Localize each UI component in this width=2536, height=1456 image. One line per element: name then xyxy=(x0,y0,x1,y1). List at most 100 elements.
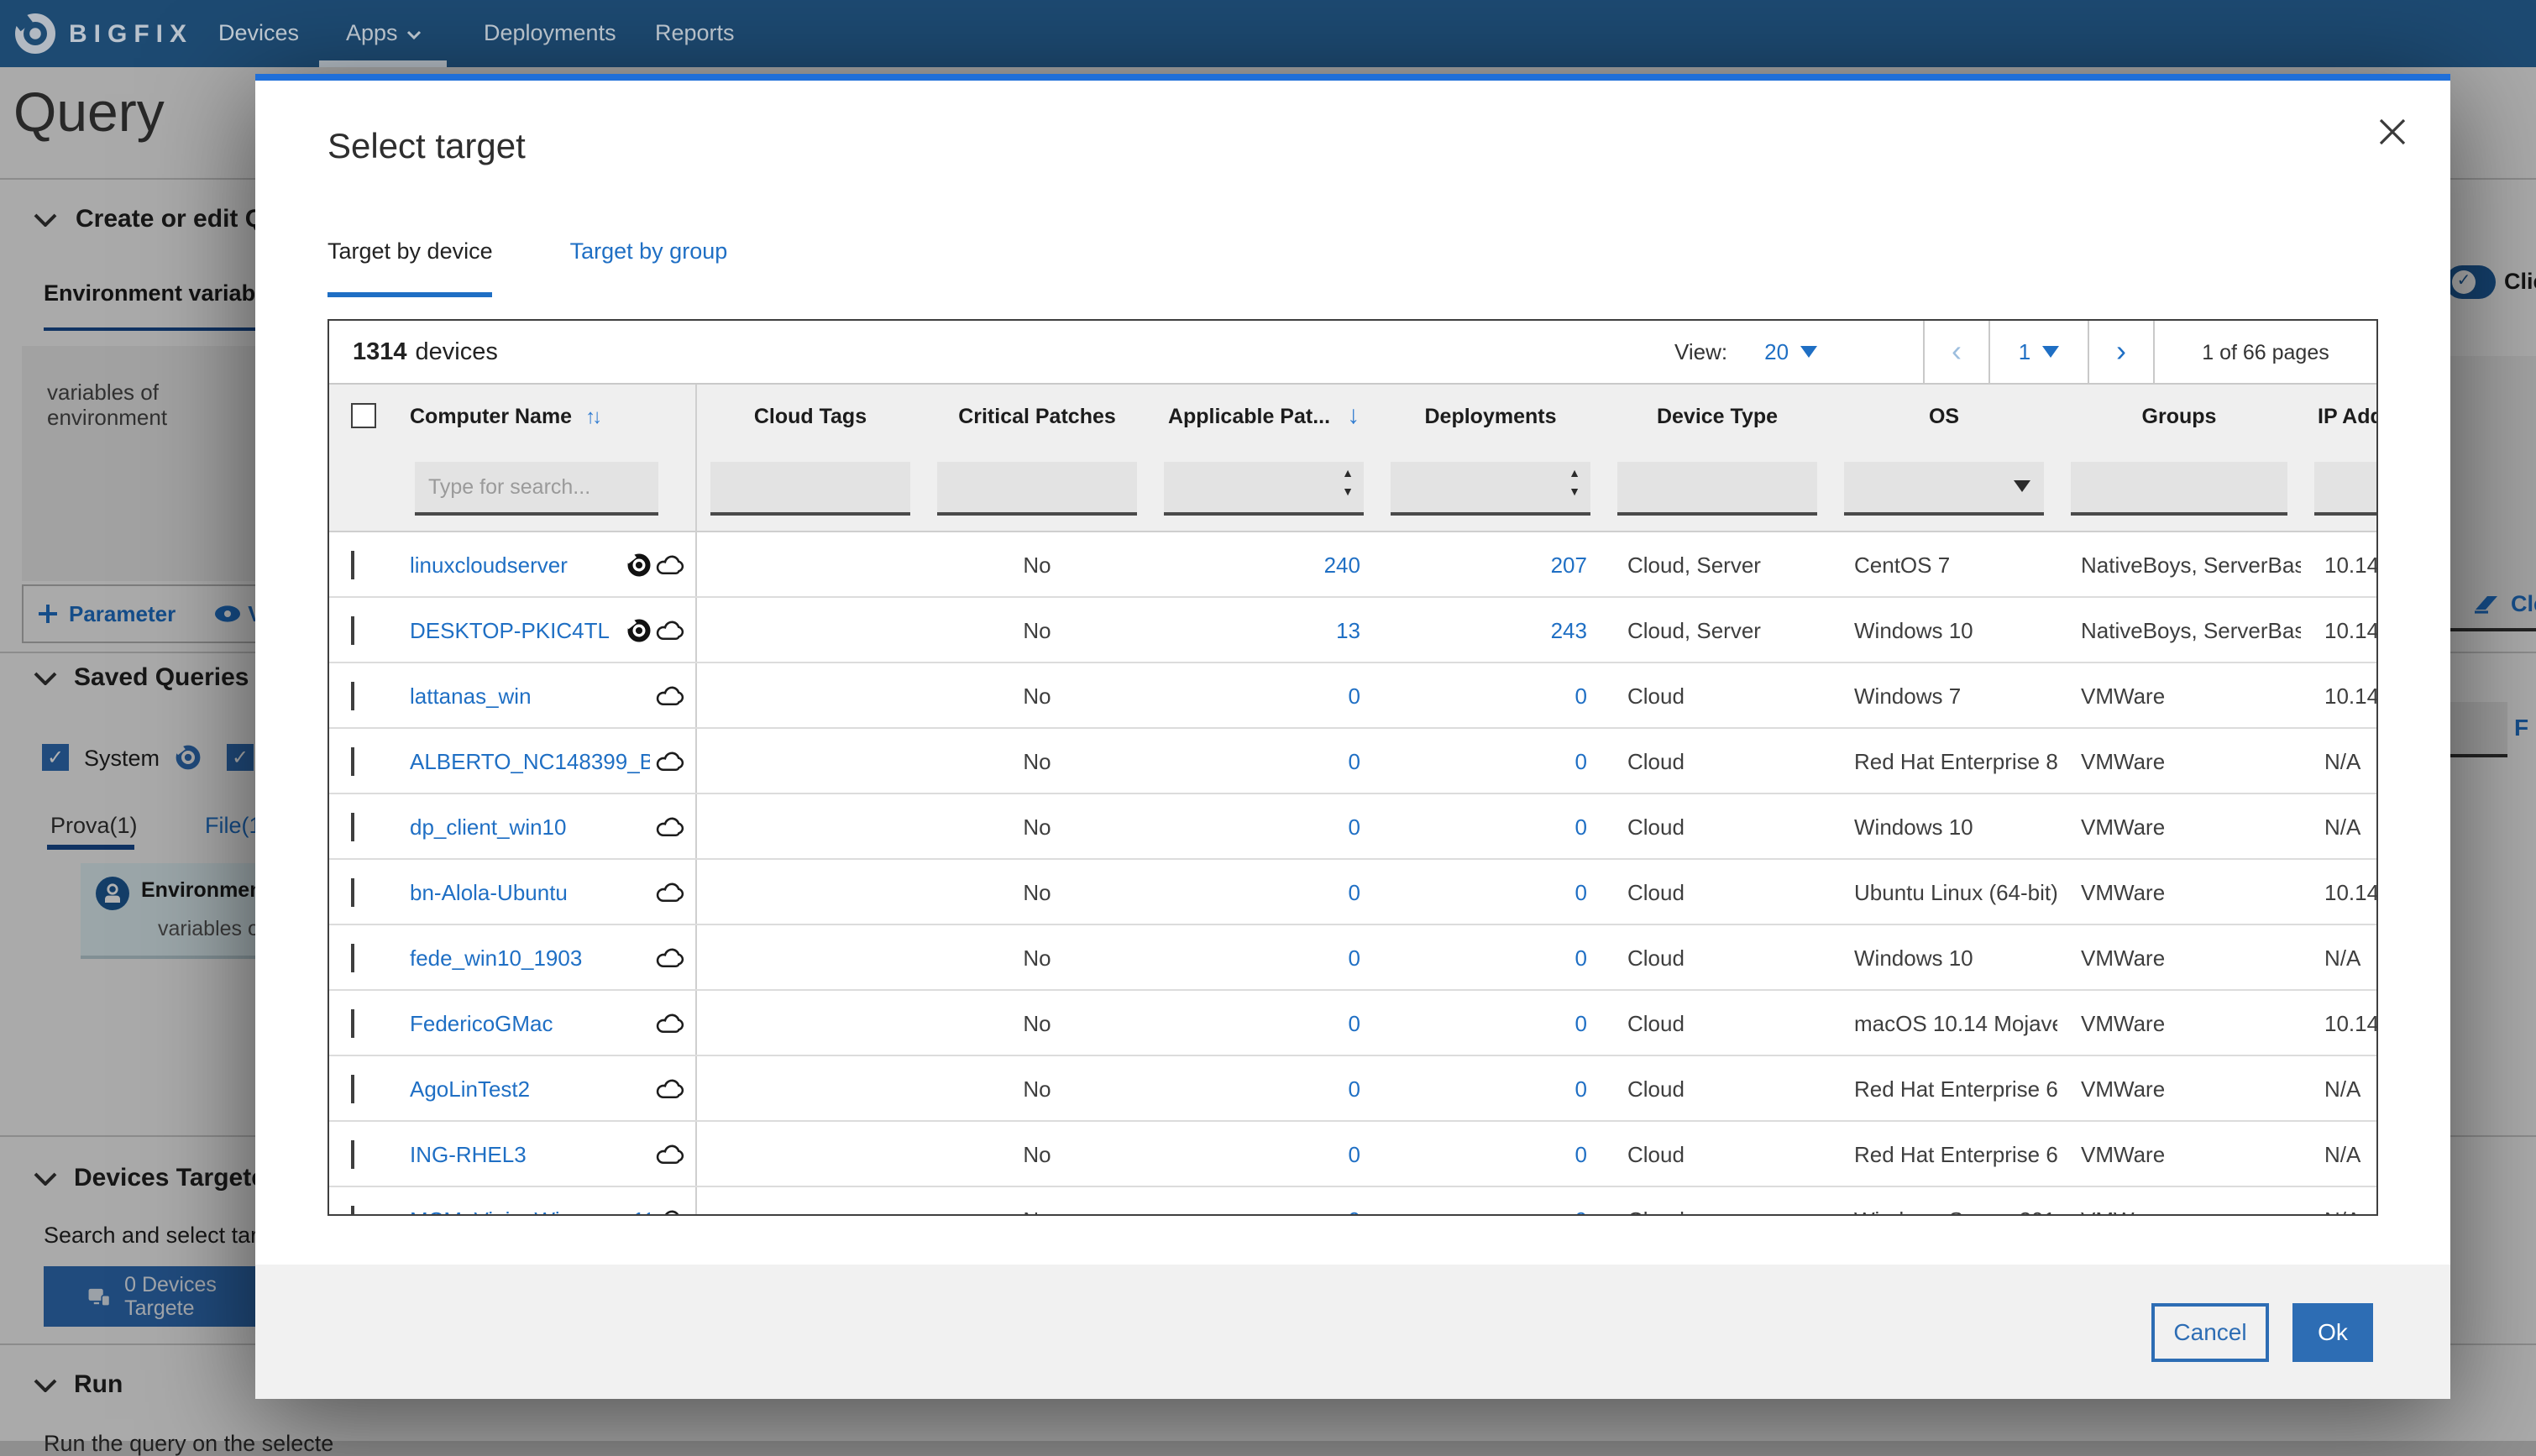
stepper-down-icon[interactable]: ▼ xyxy=(1569,487,1580,499)
table-row[interactable]: ALBERTO_NC148399_B... No 0 0 Cloud Red H… xyxy=(329,729,2376,794)
applicable-patches-link[interactable]: 240 xyxy=(1323,552,1360,577)
applicable-patches-link[interactable]: 0 xyxy=(1348,748,1360,773)
devices-targeted-button[interactable]: 0 Devices Targete xyxy=(44,1266,255,1327)
table-row[interactable]: bn-Alola-Ubuntu No 0 0 Cloud Ubuntu Linu… xyxy=(329,860,2376,925)
devices-targeted-section-header[interactable]: Devices Targeted xyxy=(34,1164,280,1192)
system-checkbox[interactable]: ✓ xyxy=(42,744,69,771)
saved-query-card[interactable]: Environment va variables of env xyxy=(81,863,305,959)
second-filter-checkbox[interactable]: ✓ xyxy=(227,744,254,771)
device-name-link[interactable]: DESKTOP-PKIC4TL xyxy=(410,617,610,642)
cancel-button[interactable]: Cancel xyxy=(2151,1302,2269,1361)
row-checkbox[interactable] xyxy=(351,681,354,710)
client-toggle[interactable]: ✓ xyxy=(2445,265,2496,299)
table-row[interactable]: fede_win10_1903 No 0 0 Cloud Windows 10 … xyxy=(329,925,2376,991)
applicable-patches-link[interactable]: 0 xyxy=(1348,1076,1360,1101)
table-row[interactable]: DESKTOP-PKIC4TL No 13 243 Cloud, Server … xyxy=(329,598,2376,663)
right-search-input[interactable] xyxy=(2450,702,2507,757)
tab-target-by-device[interactable]: Target by device xyxy=(327,238,493,297)
col-deployments[interactable]: Deployments xyxy=(1424,404,1557,427)
stepper-up-icon[interactable]: ▲ xyxy=(1569,469,1580,480)
row-checkbox[interactable] xyxy=(351,943,354,972)
applicable-patches-filter-input[interactable] xyxy=(1164,462,1364,516)
run-section-header[interactable]: Run xyxy=(34,1370,123,1399)
table-row[interactable]: lattanas_win No 0 0 Cloud Windows 7 VMWa… xyxy=(329,663,2376,729)
deployments-link[interactable]: 0 xyxy=(1575,879,1587,904)
stepper-up-icon[interactable]: ▲ xyxy=(1342,469,1354,480)
prev-page-button[interactable]: ‹ xyxy=(1923,321,1988,383)
col-applicable-patches[interactable]: Applicable Pat... ↓ xyxy=(1167,401,1360,430)
query-editor-textarea-right[interactable] xyxy=(2450,356,2536,631)
table-row[interactable]: linuxcloudserver No 240 207 Cloud, Serve… xyxy=(329,532,2376,598)
applicable-patches-link[interactable]: 0 xyxy=(1348,683,1360,708)
applicable-patches-link[interactable]: 0 xyxy=(1348,1010,1360,1035)
tab-prova[interactable]: Prova(1) xyxy=(50,813,138,838)
ok-button[interactable]: Ok xyxy=(2292,1302,2373,1361)
device-name-link[interactable]: dp_client_win10 xyxy=(410,814,567,839)
tab-target-by-group[interactable]: Target by group xyxy=(569,238,728,264)
device-name-link[interactable]: ALBERTO_NC148399_B... xyxy=(410,748,650,773)
device-name-link[interactable]: lattanas_win xyxy=(410,683,532,708)
row-checkbox[interactable] xyxy=(351,1139,354,1168)
deployments-link[interactable]: 0 xyxy=(1575,814,1587,839)
add-parameter-button[interactable]: Parameter xyxy=(37,601,176,626)
device-name-link[interactable]: bn-Alola-Ubuntu xyxy=(410,879,568,904)
device-type-filter-input[interactable] xyxy=(1617,462,1817,516)
col-device-type[interactable]: Device Type xyxy=(1656,404,1779,427)
deployments-filter-input[interactable] xyxy=(1391,462,1590,516)
query-editor-textarea[interactable]: variables of environment xyxy=(22,346,255,581)
row-checkbox[interactable] xyxy=(351,550,354,579)
page-size-select[interactable]: View: 20 xyxy=(1654,321,1923,383)
applicable-patches-link[interactable]: 0 xyxy=(1348,945,1360,970)
os-filter-select[interactable] xyxy=(1844,462,2044,516)
col-cloud-tags[interactable]: Cloud Tags xyxy=(753,404,867,427)
device-name-link[interactable]: linuxcloudserver xyxy=(410,552,568,577)
device-name-link[interactable]: FedericoGMac xyxy=(410,1010,553,1035)
select-all-checkbox[interactable] xyxy=(351,403,376,428)
table-row[interactable]: dp_client_win10 No 0 0 Cloud Windows 10 … xyxy=(329,794,2376,860)
applicable-patches-link[interactable]: 13 xyxy=(1336,617,1360,642)
table-row[interactable]: AgoLinTest2 No 0 0 Cloud Red Hat Enterpr… xyxy=(329,1056,2376,1122)
device-name-link[interactable]: ING-RHEL3 xyxy=(410,1141,527,1166)
nav-item-reports[interactable]: Reports xyxy=(655,20,735,45)
applicable-patches-link[interactable]: 0 xyxy=(1348,879,1360,904)
applicable-patches-link[interactable]: 0 xyxy=(1150,1207,1377,1214)
deployments-link[interactable]: 207 xyxy=(1550,552,1587,577)
groups-filter-input[interactable] xyxy=(2071,462,2287,516)
table-row[interactable]: ING-RHEL3 No 0 0 Cloud Red Hat Enterpris… xyxy=(329,1122,2376,1187)
applicable-patches-link[interactable]: 0 xyxy=(1348,1141,1360,1166)
saved-queries-section-header[interactable]: Saved Queries i xyxy=(34,663,290,692)
nav-item-devices[interactable]: Devices xyxy=(218,20,300,45)
row-checkbox[interactable] xyxy=(351,615,354,644)
ip-filter-input[interactable] xyxy=(2314,462,2376,516)
chevron-down-icon[interactable] xyxy=(2014,480,2030,492)
sort-icon[interactable]: ↑↓ xyxy=(585,404,602,427)
deployments-link[interactable]: 0 xyxy=(1377,1207,1604,1214)
stepper-down-icon[interactable]: ▼ xyxy=(1342,487,1354,499)
col-computer-name[interactable]: Computer Name ↑↓ xyxy=(405,385,697,447)
device-name-link[interactable]: fede_win10_1903 xyxy=(410,945,583,970)
row-checkbox[interactable] xyxy=(351,877,354,906)
device-name-link[interactable]: MCM_Vipin_Winserver19 xyxy=(410,1207,650,1214)
row-checkbox[interactable] xyxy=(351,1205,354,1214)
deployments-link[interactable]: 243 xyxy=(1550,617,1587,642)
deployments-link[interactable]: 0 xyxy=(1575,945,1587,970)
row-checkbox[interactable] xyxy=(351,746,354,775)
deployments-link[interactable]: 0 xyxy=(1575,1076,1587,1101)
search-input[interactable] xyxy=(415,462,658,516)
row-checkbox[interactable] xyxy=(351,1074,354,1102)
close-icon[interactable] xyxy=(2378,118,2407,155)
cloud-tags-filter-input[interactable] xyxy=(710,462,910,516)
deployments-link[interactable]: 0 xyxy=(1575,748,1587,773)
device-name-link[interactable]: AgoLinTest2 xyxy=(410,1076,531,1101)
deployments-link[interactable]: 0 xyxy=(1575,683,1587,708)
row-checkbox[interactable] xyxy=(351,1008,354,1037)
next-page-button[interactable]: › xyxy=(2088,321,2153,383)
table-row[interactable]: FedericoGMac No 0 0 Cloud macOS 10.14 Mo… xyxy=(329,991,2376,1056)
page-select[interactable]: 1 xyxy=(1988,321,2088,383)
row-checkbox[interactable] xyxy=(351,812,354,841)
col-groups[interactable]: Groups xyxy=(2141,404,2217,427)
applicable-patches-link[interactable]: 0 xyxy=(1348,814,1360,839)
nav-item-apps[interactable]: Apps xyxy=(346,0,422,67)
col-critical-patches[interactable]: Critical Patches xyxy=(958,404,1116,427)
deployments-link[interactable]: 0 xyxy=(1575,1010,1587,1035)
